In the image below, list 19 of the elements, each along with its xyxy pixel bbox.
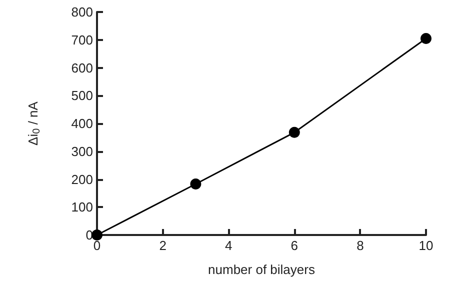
y-tick-label: 400 bbox=[71, 116, 93, 131]
x-tick-label: 2 bbox=[159, 238, 166, 253]
y-tick-label: 500 bbox=[71, 88, 93, 104]
point bbox=[288, 126, 300, 138]
y-tick-label: 700 bbox=[71, 32, 93, 48]
point bbox=[190, 178, 202, 190]
y-tick-label: 200 bbox=[71, 172, 93, 187]
x-axis-title: number of bilayers bbox=[208, 262, 316, 277]
y-tick-label: 100 bbox=[71, 200, 93, 215]
point bbox=[420, 32, 432, 44]
y-axis-title: Δi0 / nA bbox=[26, 101, 42, 146]
x-tick-label: 4 bbox=[224, 238, 232, 253]
y-tick-label: 600 bbox=[71, 60, 93, 76]
x-tick-label: 6 bbox=[290, 238, 298, 253]
point bbox=[92, 230, 102, 240]
x-tick-label: 8 bbox=[356, 238, 364, 253]
x-tick-label: 10 bbox=[418, 238, 434, 253]
y-tick-label: 300 bbox=[71, 144, 93, 159]
y-tick-label: 800 bbox=[71, 4, 93, 20]
